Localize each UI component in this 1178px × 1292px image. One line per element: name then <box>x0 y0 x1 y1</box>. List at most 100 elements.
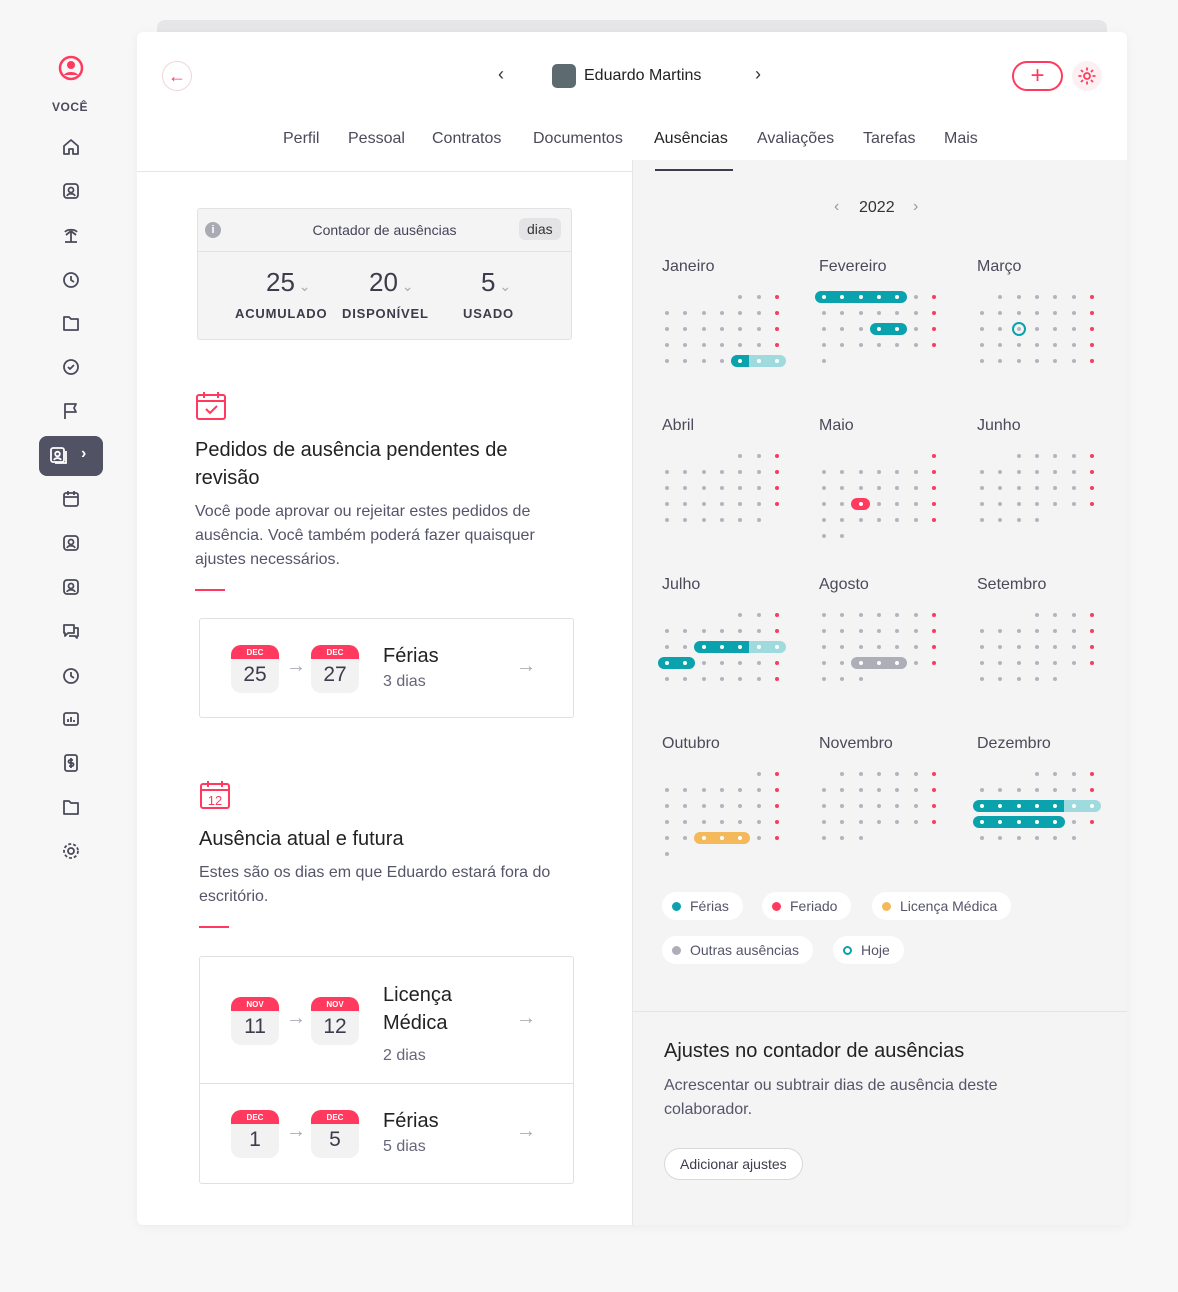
day-dot[interactable] <box>719 661 724 665</box>
day-dot[interactable] <box>1016 677 1021 681</box>
day-dot[interactable] <box>822 661 826 665</box>
day-dot[interactable] <box>665 852 669 856</box>
day-dot[interactable] <box>998 836 1003 840</box>
day-dot[interactable] <box>1034 470 1039 474</box>
day-dot[interactable] <box>683 518 688 522</box>
day-dot[interactable] <box>840 486 845 490</box>
day-dot[interactable] <box>822 311 826 315</box>
day-dot[interactable] <box>980 661 984 665</box>
next-year-button[interactable]: › <box>913 198 919 215</box>
day-dot[interactable] <box>998 295 1003 299</box>
day-dot[interactable] <box>840 820 845 824</box>
previous-year-button[interactable]: ‹ <box>834 198 840 215</box>
day-dot[interactable] <box>998 311 1003 315</box>
sidebar-active-item[interactable]: › <box>39 436 103 476</box>
day-dot[interactable] <box>822 677 826 681</box>
day-dot[interactable] <box>895 804 900 808</box>
next-employee-button[interactable]: › <box>755 64 761 84</box>
day-dot[interactable] <box>1071 502 1076 506</box>
day-dot[interactable] <box>858 518 863 522</box>
day-dot[interactable] <box>665 502 669 506</box>
sidebar-item-home[interactable] <box>60 136 82 158</box>
day-dot[interactable] <box>738 804 743 808</box>
day-dot[interactable] <box>822 502 826 506</box>
day-dot[interactable] <box>1089 343 1094 347</box>
day-dot[interactable] <box>756 820 761 824</box>
day-dot[interactable] <box>1071 820 1076 824</box>
day-dot[interactable] <box>913 311 918 315</box>
sidebar-item-chart[interactable] <box>60 708 82 730</box>
day-dot[interactable] <box>738 629 743 633</box>
current-request-card[interactable]: NOV 11 → NOV 12 Licença Médica 2 dias → <box>200 957 573 1084</box>
day-dot[interactable] <box>840 311 845 315</box>
day-dot[interactable] <box>1034 454 1039 458</box>
day-dot[interactable] <box>774 804 779 808</box>
day-dot[interactable] <box>998 502 1003 506</box>
day-dot[interactable] <box>980 518 984 522</box>
day-dot[interactable] <box>1034 486 1039 490</box>
day-dot[interactable] <box>913 788 918 792</box>
day-dot[interactable] <box>931 518 936 522</box>
day-dot[interactable] <box>1034 295 1039 299</box>
sidebar-item-timer[interactable] <box>60 664 82 686</box>
day-dot[interactable] <box>774 295 779 299</box>
day-dot[interactable] <box>931 661 936 665</box>
day-dot[interactable] <box>738 343 743 347</box>
day-dot[interactable] <box>738 470 743 474</box>
day-dot[interactable] <box>701 820 706 824</box>
day-dot[interactable] <box>895 629 900 633</box>
tab-5[interactable]: Avaliações <box>757 130 835 147</box>
day-dot[interactable] <box>1016 788 1021 792</box>
day-dot[interactable] <box>876 804 881 808</box>
day-dot[interactable] <box>665 518 669 522</box>
day-dot[interactable] <box>858 343 863 347</box>
tab-4[interactable]: Ausências <box>654 130 728 147</box>
day-dot[interactable] <box>1016 470 1021 474</box>
day-dot[interactable] <box>756 311 761 315</box>
day-dot[interactable] <box>719 327 724 331</box>
day-dot[interactable] <box>774 613 779 617</box>
day-dot[interactable] <box>931 343 936 347</box>
day-dot[interactable] <box>822 343 826 347</box>
day-dot[interactable] <box>1016 502 1021 506</box>
day-dot[interactable] <box>858 486 863 490</box>
day-dot[interactable] <box>683 645 688 649</box>
day-dot[interactable] <box>738 677 743 681</box>
day-dot[interactable] <box>1089 359 1094 363</box>
day-dot[interactable] <box>1034 518 1039 522</box>
day-dot[interactable] <box>665 836 669 840</box>
day-dot[interactable] <box>840 343 845 347</box>
day-dot[interactable] <box>822 470 826 474</box>
tab-0[interactable]: Perfil <box>283 130 320 147</box>
day-dot[interactable] <box>1034 311 1039 315</box>
day-dot[interactable] <box>980 311 984 315</box>
day-dot[interactable] <box>1071 311 1076 315</box>
day-dot[interactable] <box>1071 454 1076 458</box>
day-dot[interactable] <box>665 788 669 792</box>
day-dot[interactable] <box>913 486 918 490</box>
day-dot[interactable] <box>895 470 900 474</box>
day-dot[interactable] <box>998 470 1003 474</box>
day-dot[interactable] <box>858 804 863 808</box>
day-dot[interactable] <box>683 311 688 315</box>
day-dot[interactable] <box>840 629 845 633</box>
day-dot[interactable] <box>840 613 845 617</box>
day-dot[interactable] <box>876 645 881 649</box>
day-dot[interactable] <box>738 454 743 458</box>
day-dot[interactable] <box>1034 629 1039 633</box>
day-dot[interactable] <box>738 820 743 824</box>
day-dot[interactable] <box>665 820 669 824</box>
day-dot[interactable] <box>876 486 881 490</box>
day-dot[interactable] <box>774 629 779 633</box>
day-dot[interactable] <box>719 518 724 522</box>
day-dot[interactable] <box>1053 311 1058 315</box>
day-dot[interactable] <box>665 486 669 490</box>
sidebar-item-folder-user[interactable] <box>60 312 82 334</box>
day-dot[interactable] <box>931 486 936 490</box>
day-dot[interactable] <box>1071 613 1076 617</box>
available-value[interactable]: 20 ⌄ <box>369 267 414 297</box>
day-dot[interactable] <box>931 613 936 617</box>
day-dot[interactable] <box>1034 645 1039 649</box>
day-dot[interactable] <box>876 470 881 474</box>
day-dot[interactable] <box>756 454 761 458</box>
